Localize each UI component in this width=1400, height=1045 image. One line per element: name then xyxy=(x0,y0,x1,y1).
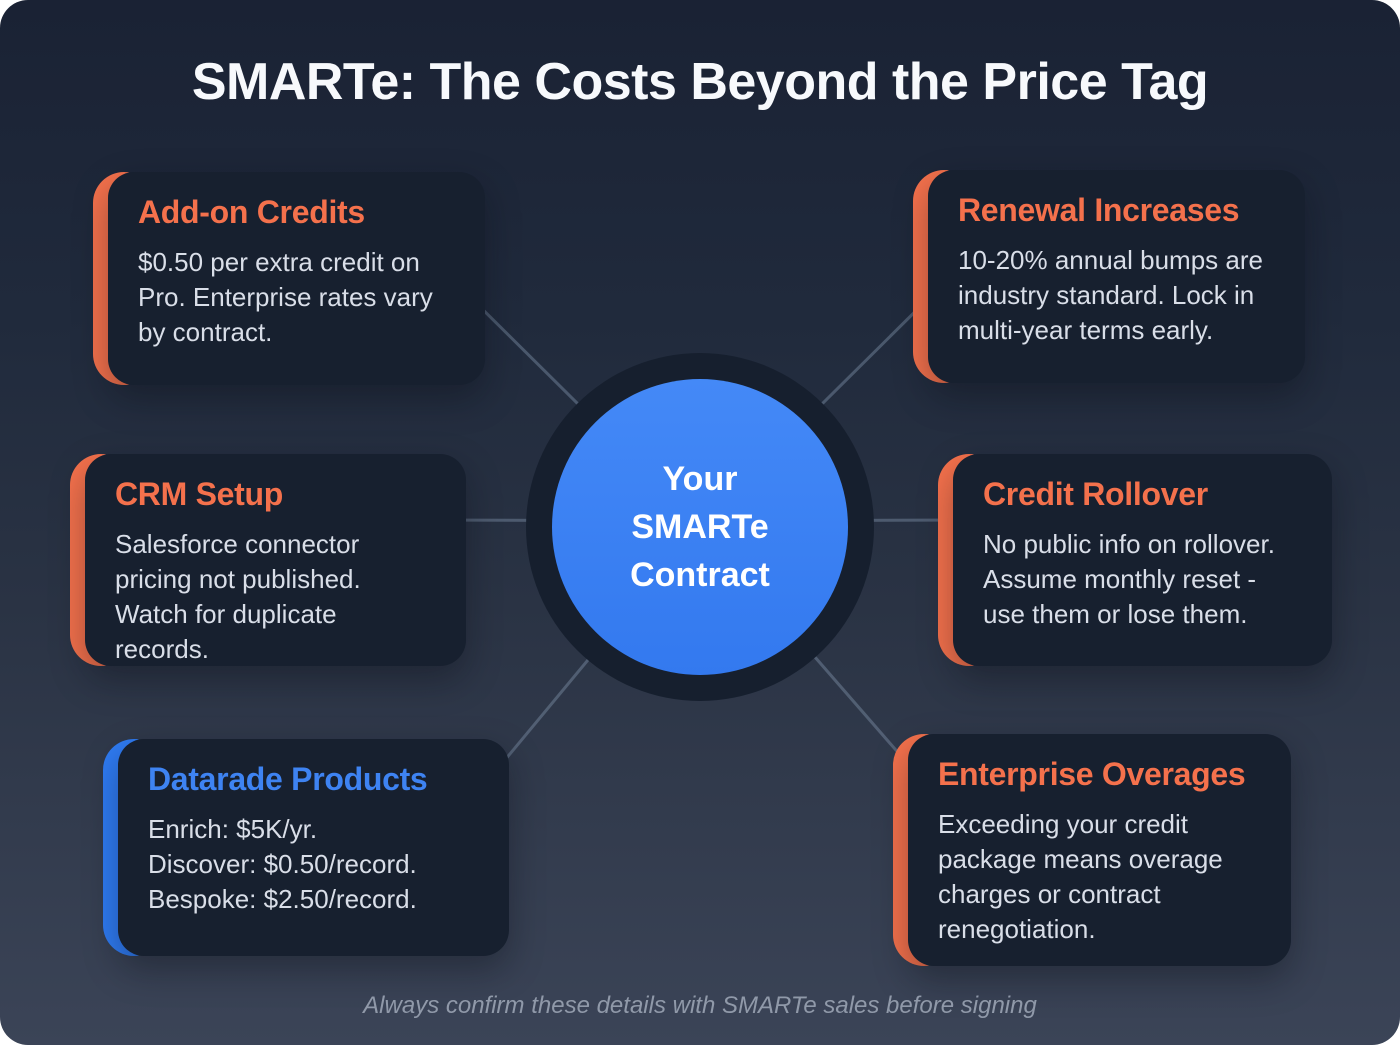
card-text-line: 10-20% annual bumps are xyxy=(958,245,1263,275)
card-text-line: renegotiation. xyxy=(938,914,1096,944)
card-text-line: pricing not published. xyxy=(115,564,361,594)
center-hub-ring: Your SMARTe Contract xyxy=(526,353,874,701)
card-title: Renewal Increases xyxy=(958,192,1240,228)
card-text-line: Bespoke: $2.50/record. xyxy=(148,884,417,914)
hub-text-line: Your xyxy=(662,460,738,498)
card-text-line: multi-year terms early. xyxy=(958,315,1214,345)
card-text-line: Salesforce connector xyxy=(115,529,360,559)
card-title: Add-on Credits xyxy=(138,194,365,230)
card-text-line: Discover: $0.50/record. xyxy=(148,849,417,879)
card-title: CRM Setup xyxy=(115,476,283,512)
card-body: CRM Setup Salesforce connector pricing n… xyxy=(85,454,466,666)
center-hub-circle: Your SMARTe Contract xyxy=(552,379,848,675)
card-text-line: No public info on rollover. xyxy=(983,529,1275,559)
hub-text-line: Contract xyxy=(630,556,770,594)
card-crm-setup: CRM Setup Salesforce connector pricing n… xyxy=(70,454,466,666)
card-title: Credit Rollover xyxy=(983,476,1208,512)
footer-disclaimer: Always confirm these details with SMARTe… xyxy=(363,992,1037,1019)
card-text-line: industry standard. Lock in xyxy=(958,280,1255,310)
card-text-line: Enrich: $5K/yr. xyxy=(148,814,318,844)
card-add-on-credits: Add-on Credits $0.50 per extra credit on… xyxy=(93,172,485,385)
card-text-line: Exceeding your credit xyxy=(938,809,1189,839)
card-text-line: $0.50 per extra credit on xyxy=(138,247,420,277)
card-renewal-increases: Renewal Increases 10-20% annual bumps ar… xyxy=(913,170,1305,383)
card-title: Enterprise Overages xyxy=(938,756,1246,792)
card-text-line: Pro. Enterprise rates vary xyxy=(138,282,433,312)
card-text-line: package means overage xyxy=(938,844,1223,874)
card-text-line: Watch for duplicate records. xyxy=(115,599,337,664)
card-text-line: use them or lose them. xyxy=(983,599,1248,629)
card-body: Enterprise Overages Exceeding your credi… xyxy=(908,734,1291,966)
hub-text-line: SMARTe xyxy=(631,508,769,546)
card-body: Renewal Increases 10-20% annual bumps ar… xyxy=(928,170,1305,383)
card-body: Datarade Products Enrich: $5K/yr. Discov… xyxy=(118,739,509,956)
card-text-line: charges or contract xyxy=(938,879,1161,909)
card-enterprise-overages: Enterprise Overages Exceeding your credi… xyxy=(893,734,1291,966)
card-text-line: Assume monthly reset - xyxy=(983,564,1257,594)
card-credit-rollover: Credit Rollover No public info on rollov… xyxy=(938,454,1332,666)
card-text-line: by contract. xyxy=(138,317,273,347)
page-title: SMARTe: The Costs Beyond the Price Tag xyxy=(191,53,1209,111)
card-body: Credit Rollover No public info on rollov… xyxy=(953,454,1332,666)
card-title: Datarade Products xyxy=(148,761,428,797)
card-datarade-products: Datarade Products Enrich: $5K/yr. Discov… xyxy=(103,739,509,956)
card-body: Add-on Credits $0.50 per extra credit on… xyxy=(108,172,485,385)
